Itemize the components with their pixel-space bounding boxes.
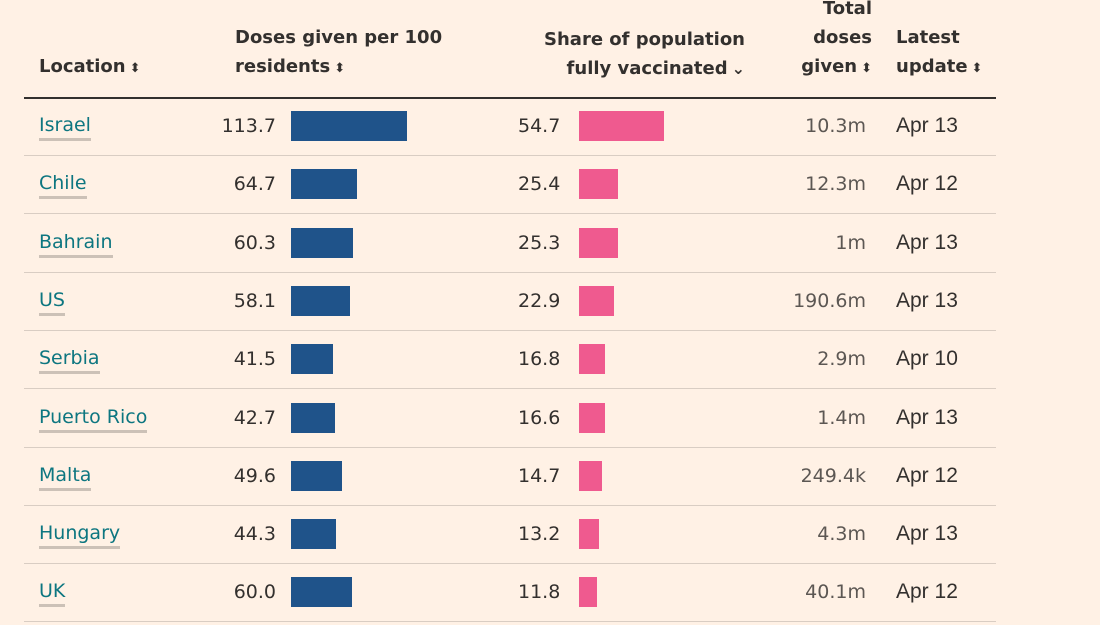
header-update-line: update ⬍ <box>896 56 983 77</box>
share-value: 14.7 <box>518 464 561 487</box>
sort-toggle-icon[interactable]: ⬍ <box>861 61 872 76</box>
table-row: Serbia 41.5 16.8 2.9m Apr 10 <box>24 330 996 390</box>
doses-bar <box>291 344 334 375</box>
doses-value: 42.7 <box>233 406 276 429</box>
share-value: 25.3 <box>518 231 561 254</box>
doses-value: 60.3 <box>233 231 276 254</box>
doses-bar <box>291 285 351 316</box>
latest-update-value: Apr 10 <box>896 347 958 371</box>
share-value: 22.9 <box>518 289 561 312</box>
header-update-line: Latest <box>896 27 960 48</box>
location-link[interactable]: US <box>39 289 65 316</box>
sort-toggle-icon[interactable]: ⬍ <box>334 61 346 76</box>
location-link[interactable]: Israel <box>39 114 91 141</box>
location-link[interactable]: Bahrain <box>39 231 113 258</box>
doses-bar <box>291 169 357 200</box>
latest-update-value: Apr 13 <box>896 405 958 429</box>
total-doses-value: 10.3m <box>805 115 866 137</box>
share-value: 54.7 <box>518 115 561 137</box>
share-bar <box>579 402 605 433</box>
latest-update-value: Apr 13 <box>896 114 958 137</box>
doses-bar <box>291 519 337 550</box>
latest-update-value: Apr 13 <box>896 522 958 546</box>
latest-update-value: Apr 12 <box>896 580 958 604</box>
total-doses-value: 1m <box>835 231 866 254</box>
doses-value: 41.5 <box>233 348 276 371</box>
header-doses-line: residents ⬍ <box>235 56 346 77</box>
header-share-line: fully vaccinated ⌄ <box>566 58 745 79</box>
share-value: 13.2 <box>518 523 561 546</box>
total-doses-value: 4.3m <box>817 523 866 546</box>
doses-value: 58.1 <box>233 289 276 312</box>
total-doses-value: 12.3m <box>805 173 866 196</box>
header-location-line: Location ⬍ <box>39 56 141 77</box>
location-link[interactable]: Serbia <box>39 347 100 375</box>
doses-value: 49.6 <box>233 464 276 487</box>
doses-bar <box>291 402 335 433</box>
location-link[interactable]: UK <box>39 580 66 608</box>
doses-value: 64.7 <box>233 173 276 196</box>
total-doses-value: 190.6m <box>793 289 866 312</box>
total-doses-value: 1.4m <box>817 406 866 429</box>
header-share-fully-vaccinated[interactable]: Share of population fully vaccinated ⌄ <box>544 25 745 83</box>
header-doses-per-100[interactable]: Doses given per 100 residents ⬍ <box>235 23 442 83</box>
table-row: Chile 64.7 25.4 12.3m Apr 12 <box>24 155 996 215</box>
share-value: 16.8 <box>518 348 561 371</box>
doses-value: 44.3 <box>233 523 276 546</box>
share-bar <box>579 460 602 491</box>
table-row: UK 60.0 11.8 40.1m Apr 12 <box>24 563 996 623</box>
location-link[interactable]: Puerto Rico <box>39 406 148 433</box>
total-doses-value: 40.1m <box>805 581 866 604</box>
sort-toggle-icon[interactable]: ⬍ <box>971 61 983 76</box>
location-link[interactable]: Chile <box>39 172 87 200</box>
header-total-line: given ⬍ <box>801 56 872 77</box>
location-link[interactable]: Malta <box>39 464 92 491</box>
share-bar <box>579 111 664 141</box>
location-link[interactable]: Hungary <box>39 522 121 550</box>
header-latest-update[interactable]: Latest update ⬍ <box>896 23 982 83</box>
header-location[interactable]: Location ⬍ <box>39 52 141 83</box>
doses-bar <box>291 577 353 608</box>
share-bar <box>579 285 615 316</box>
doses-bar <box>291 111 407 141</box>
doses-value: 113.7 <box>221 115 276 137</box>
header-total-line: Total <box>822 0 872 19</box>
share-bar <box>579 577 598 608</box>
latest-update-value: Apr 13 <box>896 288 958 312</box>
share-value: 25.4 <box>518 173 561 196</box>
table-row: Puerto Rico 42.7 16.6 1.4m Apr 13 <box>24 389 996 448</box>
share-bar <box>579 227 619 258</box>
latest-update-value: Apr 13 <box>896 230 958 254</box>
table-row: US 58.1 22.9 190.6m Apr 13 <box>24 272 996 331</box>
table-header: Location ⬍ Doses given per 100 residents ⬍ … <box>24 0 996 99</box>
share-bar <box>579 169 619 200</box>
doses-bar <box>291 460 342 491</box>
share-bar <box>579 519 600 550</box>
table-row: Israel 113.7 54.7 10.3m Apr 13 <box>24 97 996 156</box>
latest-update-value: Apr 12 <box>896 463 958 487</box>
header-total-line: doses <box>813 27 872 48</box>
doses-bar <box>291 227 353 258</box>
table-row: Malta 49.6 14.7 249.4k Apr 12 <box>24 447 996 506</box>
sort-descending-icon[interactable]: ⌄ <box>731 59 745 78</box>
header-total-doses[interactable]: Total doses given ⬍ <box>801 0 872 83</box>
header-doses-line: Doses given per 100 <box>235 27 443 48</box>
share-value: 16.6 <box>518 406 561 429</box>
latest-update-value: Apr 12 <box>896 172 958 196</box>
table-row: Bahrain 60.3 25.3 1m Apr 13 <box>24 214 996 273</box>
sort-toggle-icon[interactable]: ⬍ <box>129 61 141 76</box>
share-bar <box>579 344 606 375</box>
table-row: Hungary 44.3 13.2 4.3m Apr 13 <box>24 505 996 565</box>
share-value: 11.8 <box>518 581 561 604</box>
header-share-line: Share of population <box>544 29 745 50</box>
total-doses-value: 249.4k <box>800 464 866 487</box>
total-doses-value: 2.9m <box>817 348 866 371</box>
doses-value: 60.0 <box>233 581 276 604</box>
